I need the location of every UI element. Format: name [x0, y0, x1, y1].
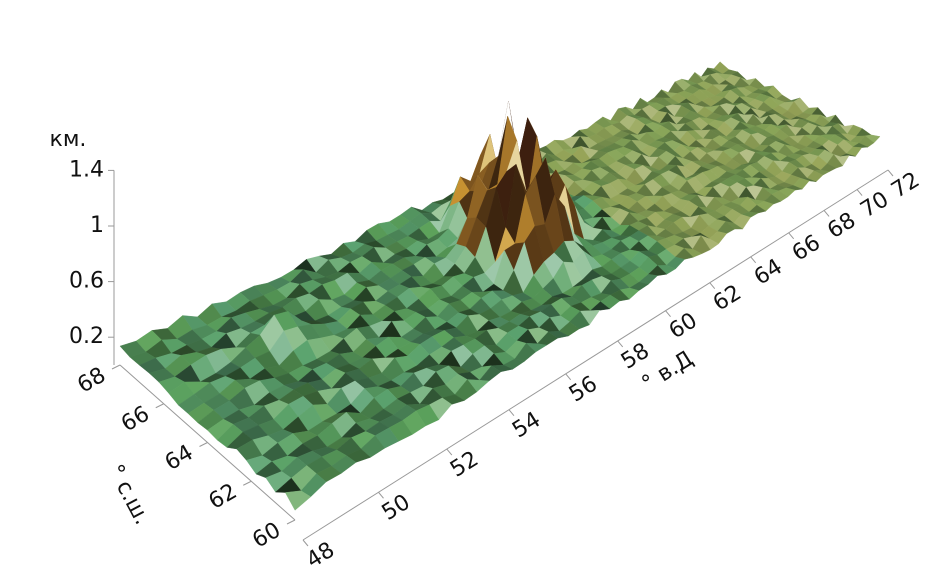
x-tick: [565, 373, 572, 381]
y-tick-label: 68: [73, 363, 110, 399]
y-tick: [155, 403, 164, 409]
y-tick: [286, 519, 296, 525]
y-tick: [243, 480, 252, 486]
x-tick: [709, 282, 716, 290]
x-tick: [508, 409, 515, 417]
z-tick-label: 0.6: [69, 269, 104, 294]
x-tick-label: 54: [508, 407, 545, 443]
x-tick-label: 62: [709, 280, 746, 316]
x-tick-label: 60: [665, 308, 702, 344]
x-tick: [856, 189, 863, 196]
x-tick-label: 64: [750, 254, 787, 290]
x-tick-label: 68: [823, 208, 860, 244]
y-tick: [199, 442, 208, 447]
z-axis-title: км.: [50, 127, 87, 152]
z-tick-label: 0.2: [69, 324, 104, 349]
z-tick-label: 1: [90, 213, 104, 238]
x-tick-label: 48: [302, 538, 339, 574]
x-tick: [788, 232, 795, 240]
terrain-surface: [119, 61, 881, 511]
x-tick: [302, 539, 309, 547]
x-tick: [887, 169, 894, 177]
x-axis-line: [302, 169, 889, 541]
z-tick-label: 1.4: [69, 157, 104, 182]
x-tick: [446, 448, 453, 456]
x-tick-label: 66: [788, 230, 825, 266]
y-tick-label: 62: [205, 479, 242, 515]
y-axis-title: ° с.ш.: [102, 461, 154, 529]
x-tick: [823, 210, 830, 217]
y-tick-label: 60: [248, 518, 285, 554]
y-tick-label: 64: [161, 440, 198, 476]
x-tick: [665, 310, 671, 318]
y-tick-label: 66: [117, 401, 154, 437]
x-tick: [617, 340, 624, 348]
x-tick-label: 52: [446, 447, 483, 483]
x-tick-label: 56: [565, 371, 602, 407]
y-tick: [111, 364, 121, 370]
x-tick-label: 50: [378, 490, 415, 526]
terrain-cell: [284, 490, 312, 511]
x-tick: [378, 491, 384, 499]
x-tick-label: 70: [856, 187, 893, 223]
x-tick: [750, 256, 757, 264]
x-tick-label: 72: [887, 168, 924, 204]
